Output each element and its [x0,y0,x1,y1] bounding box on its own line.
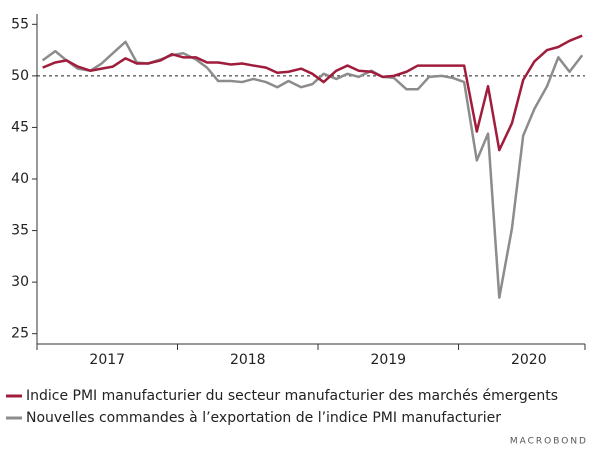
y-tick-label: 35 [11,223,29,239]
series-line [42,34,583,152]
y-tick-label: 25 [11,326,29,342]
y-tick-label: 30 [11,274,29,290]
y-tick-label: 45 [11,119,29,135]
legend-label: Nouvelles commandes à l’exportation de l… [26,410,501,426]
x-tick-label: 2018 [230,352,266,368]
y-tick-label: 55 [11,16,29,32]
legend-label: Indice PMI manufacturier du secteur manu… [26,388,558,404]
x-tick-label: 2017 [89,352,125,368]
y-tick-label: 50 [11,68,29,84]
y-tick-label: 40 [11,171,29,187]
x-tick-label: 2020 [511,352,547,368]
source-logo: MACROBOND [510,437,588,447]
series-line [41,40,584,299]
x-tick-label: 2019 [370,352,406,368]
